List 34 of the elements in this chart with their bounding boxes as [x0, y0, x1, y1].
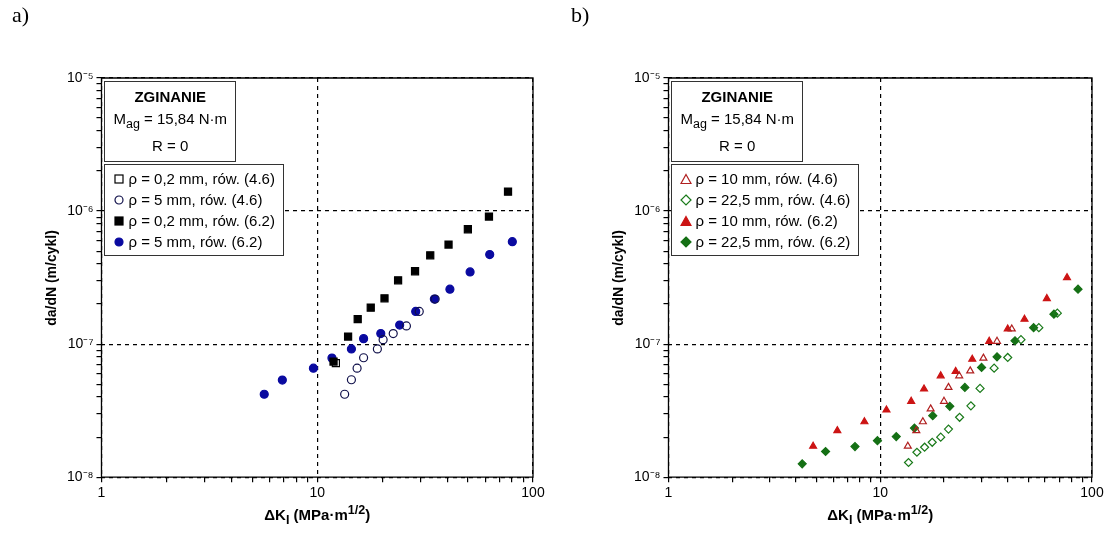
annotation: R = 0	[151, 136, 190, 156]
annotation: ZGINANIE	[133, 87, 208, 107]
x-tick-label: 100	[521, 484, 545, 501]
annotation: M$_{ag}$ = 15,84 N·m	[113, 109, 227, 133]
y-tick-label: 10⁻⁶	[67, 201, 94, 218]
legend-label: ρ = 0,2 mm, rów. (4.6)	[127, 169, 275, 189]
x-tick-label: 100	[1080, 484, 1104, 501]
legend-label: ρ = 10 mm, rów. (6.2)	[694, 211, 839, 231]
legend-label: ρ = 5 mm, rów. (6.2)	[127, 232, 264, 252]
y-tick-label: 10⁻⁸	[66, 468, 94, 485]
y-tick-label: 10⁻⁷	[634, 334, 661, 351]
x-tick-label: 10	[872, 484, 889, 501]
x-tick-label: 10	[309, 484, 326, 501]
legend-label: ρ = 22,5 mm, rów. (4.6)	[694, 190, 851, 210]
chart-title: b)	[571, 2, 590, 28]
legend-label: ρ = 5 mm, rów. (4.6)	[127, 190, 264, 210]
x-tick-label: 1	[97, 484, 106, 501]
y-tick-label: 10⁻⁷	[67, 334, 94, 351]
y-tick-label: 10⁻⁸	[633, 468, 661, 485]
y-tick-label: 10⁻⁶	[634, 201, 661, 218]
x-axis-title: ΔK$_{I}$ (MPa·m$^{1/2}$)	[264, 503, 371, 528]
y-axis-title: da/dN (m/cykl)	[43, 229, 60, 326]
annotation: R = 0	[718, 136, 757, 156]
y-tick-label: 10⁻⁵	[634, 68, 661, 85]
legend-label: ρ = 0,2 mm, rów. (6.2)	[127, 211, 275, 231]
chart-title: a)	[12, 2, 30, 28]
legend-label: ρ = 22,5 mm, rów. (6.2)	[694, 232, 851, 252]
y-tick-label: 10⁻⁵	[67, 68, 94, 85]
x-axis-title: ΔK$_{I}$ (MPa·m$^{1/2}$)	[827, 503, 934, 528]
legend-label: ρ = 10 mm, rów. (4.6)	[694, 169, 839, 189]
annotation: M$_{ag}$ = 15,84 N·m	[680, 109, 794, 133]
x-tick-label: 1	[664, 484, 673, 501]
y-axis-title: da/dN (m/cykl)	[610, 229, 627, 326]
annotation: ZGINANIE	[700, 87, 775, 107]
